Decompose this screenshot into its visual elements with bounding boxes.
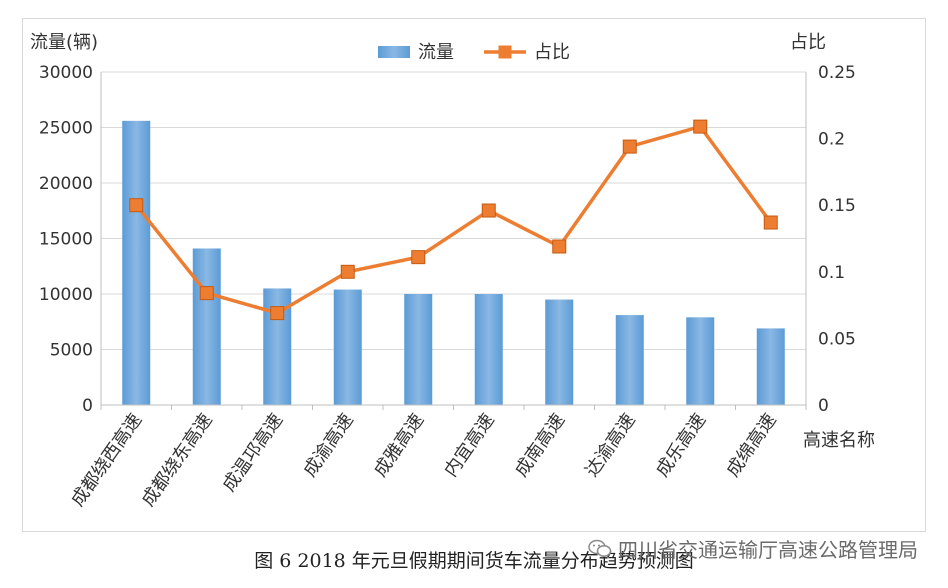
- y-tick-label: 0: [82, 396, 93, 416]
- y-tick-label: 15000: [39, 230, 93, 250]
- y2-tick-label: 0.2: [818, 130, 845, 150]
- x-tick-label: 成绵高速: [722, 410, 780, 481]
- line-series: [134, 124, 773, 315]
- figure-caption: 图 6 2018 年元旦假期期间货车流量分布趋势预测图: [254, 550, 694, 572]
- line-point-4: [340, 264, 355, 279]
- x-tick-label: 成都绕西高速: [67, 410, 146, 511]
- bar-5: [404, 294, 433, 405]
- bar-2: [192, 248, 221, 405]
- line-point-3: [270, 306, 285, 321]
- legend-line-marker: [498, 45, 512, 59]
- wechat-icon: [588, 539, 612, 557]
- x-tick-label: 成温邛高速: [219, 410, 288, 496]
- legend-bar-label: 流量: [418, 42, 454, 63]
- line-point-5: [411, 250, 426, 265]
- chart-frame: [22, 18, 926, 532]
- x-tick-label: 达渝高速: [581, 410, 639, 481]
- bar-10: [756, 328, 785, 405]
- legend-bar-swatch: [378, 46, 410, 58]
- y-tick-label: 5000: [50, 341, 93, 361]
- line-point-8: [622, 139, 637, 154]
- bar-4: [333, 289, 362, 405]
- bar-7: [545, 299, 574, 405]
- bar-9: [686, 317, 715, 405]
- x-tick-label: 成雅高速: [370, 410, 428, 481]
- x-tick-label: 成乐高速: [652, 410, 710, 481]
- y-tick-label: 10000: [39, 285, 93, 305]
- legend-line-label: 占比: [534, 42, 570, 63]
- x-tick-label: 成南高速: [511, 410, 569, 481]
- watermark-text: 四川省交通运输厅高速公路管理局: [618, 538, 918, 562]
- y-axis-title: 流量(辆): [30, 32, 98, 53]
- line-point-1: [129, 198, 144, 213]
- x-axis-title: 高速名称: [803, 430, 875, 451]
- y2-tick-label: 0.1: [818, 263, 845, 283]
- x-tick-label: 内宜高速: [440, 410, 498, 481]
- bar-6: [474, 294, 503, 405]
- line-point-6: [481, 203, 496, 218]
- bar-1: [122, 120, 151, 405]
- line-point-10: [763, 215, 778, 230]
- line-point-2: [199, 286, 214, 301]
- y2-tick-label: 0.15: [818, 196, 856, 216]
- bar-8: [615, 315, 644, 405]
- x-tick-label: 成渝高速: [299, 410, 357, 481]
- y2-tick-label: 0: [818, 396, 829, 416]
- y-tick-label: 30000: [39, 63, 93, 83]
- line-point-7: [552, 239, 567, 254]
- x-tick-label: 成都绕东高速: [138, 410, 217, 511]
- y2-axis-title: 占比: [790, 32, 826, 53]
- y-tick-label: 25000: [39, 119, 93, 139]
- y2-tick-label: 0.25: [818, 63, 856, 83]
- y2-tick-label: 0.05: [818, 329, 856, 349]
- y-tick-label: 20000: [39, 174, 93, 194]
- watermark: 四川省交通运输厅高速公路管理局: [588, 534, 918, 563]
- line-point-9: [693, 119, 708, 134]
